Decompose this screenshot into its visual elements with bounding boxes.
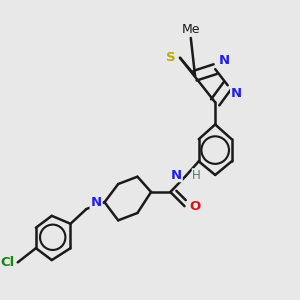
Text: O: O (189, 200, 200, 213)
Text: N: N (231, 87, 242, 100)
Text: N: N (91, 196, 102, 209)
Text: H: H (192, 169, 201, 182)
Text: Cl: Cl (1, 256, 15, 269)
Text: S: S (166, 51, 176, 64)
Text: N: N (171, 169, 182, 182)
Text: N: N (219, 54, 230, 67)
Text: Me: Me (182, 23, 200, 36)
